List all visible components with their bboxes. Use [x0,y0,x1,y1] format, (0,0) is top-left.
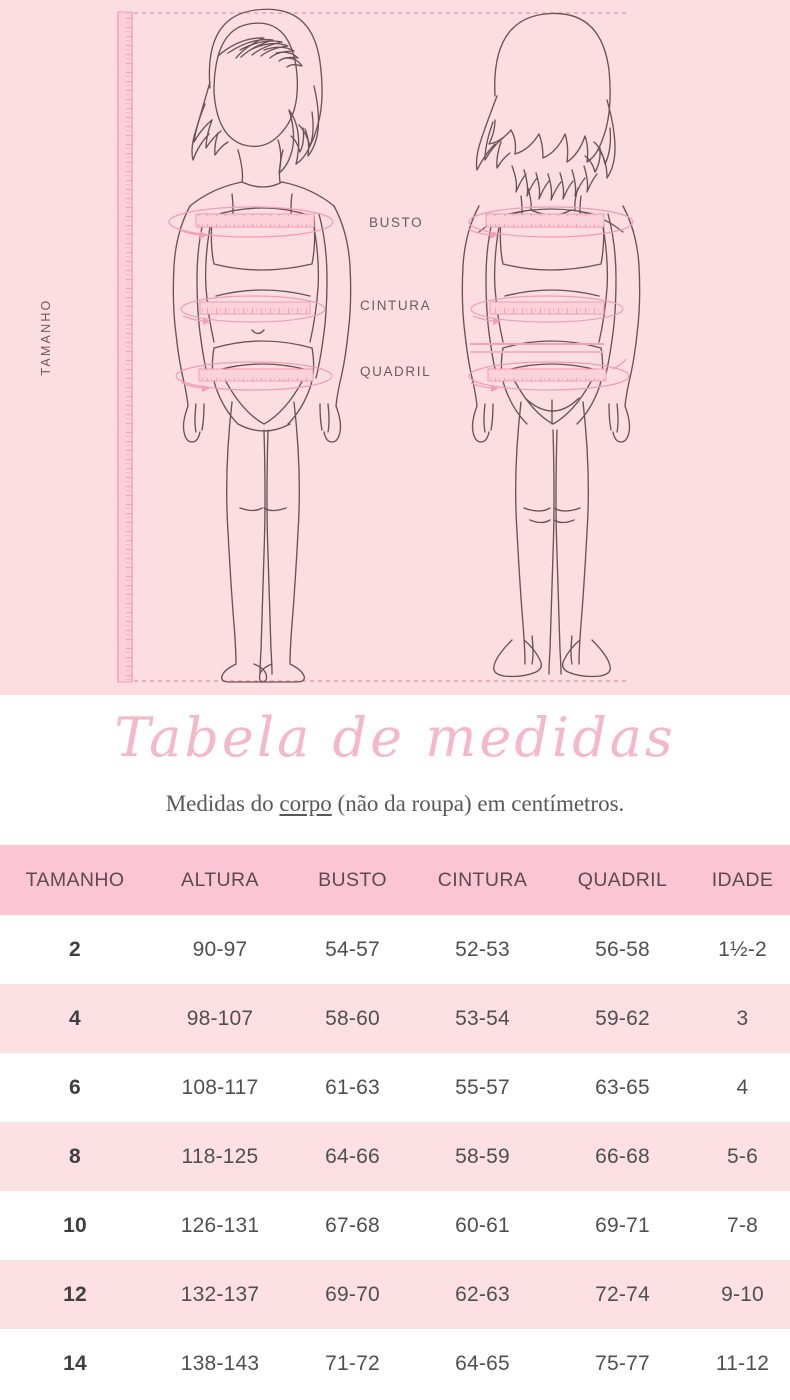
page-title: Tabela de medidas [114,706,676,769]
size-chart-table: TAMANHO ALTURA BUSTO CINTURA QUADRIL IDA… [0,845,790,1398]
back-waist-tape-icon [470,295,624,325]
cell-cintura: 55-57 [455,1075,510,1099]
col-header-tamanho: TAMANHO [0,845,150,915]
cell-idade: 11-12 [715,1351,770,1375]
label-tamanho-vertical: TAMANHO [39,298,53,376]
back-bust-tape-icon [467,206,634,239]
table-header-row: TAMANHO ALTURA BUSTO CINTURA QUADRIL IDA… [0,845,790,915]
illustration-panel: BUSTO CINTURA QUADRIL TAMANHO [0,0,790,695]
col-header-busto: BUSTO [290,845,415,915]
col-header-altura: ALTURA [150,845,290,915]
cell-tamanho: 4 [69,1006,81,1030]
table-row: 10 126-131 67-68 60-61 69-71 7-8 [0,1191,790,1260]
cell-idade: 1½-2 [718,937,767,961]
cell-idade: 9-10 [721,1282,764,1306]
cell-tamanho: 8 [69,1144,81,1168]
cell-busto: 64-66 [325,1144,380,1168]
cell-quadril: 66-68 [595,1144,650,1168]
table-row: 12 132-137 69-70 62-63 72-74 9-10 [0,1260,790,1329]
cell-busto: 69-70 [325,1282,380,1306]
col-header-idade: IDADE [695,845,790,915]
height-ruler-icon [117,11,133,683]
cell-tamanho: 12 [63,1282,87,1306]
cell-altura: 132-137 [180,1282,260,1306]
table-row: 4 98-107 58-60 53-54 59-62 3 [0,984,790,1053]
subtitle-underlined-word: corpo [279,791,332,816]
cell-quadril: 59-62 [595,1006,650,1030]
heading-block: Tabela de medidas Medidas do corpo (não … [0,695,790,845]
cell-cintura: 62-63 [455,1282,510,1306]
table-body: 2 90-97 54-57 52-53 56-58 1½-2 4 98-107 … [0,915,790,1398]
cell-tamanho: 14 [63,1351,87,1375]
front-bust-tape-icon [168,206,334,239]
cell-tamanho: 2 [69,937,81,961]
table-header: TAMANHO ALTURA BUSTO CINTURA QUADRIL IDA… [0,845,790,915]
cell-cintura: 64-65 [455,1351,510,1375]
cell-busto: 58-60 [325,1006,380,1030]
col-header-cintura: CINTURA [415,845,550,915]
cell-tamanho: 6 [69,1075,81,1099]
table-row: 14 138-143 71-72 64-65 75-77 11-12 [0,1329,790,1398]
cell-altura: 108-117 [181,1075,259,1099]
col-header-quadril: QUADRIL [550,845,695,915]
back-hip-tape-icon [468,358,630,392]
cell-quadril: 75-77 [595,1351,650,1375]
cell-altura: 126-131 [180,1213,260,1237]
cell-idade: 4 [736,1075,749,1099]
cell-quadril: 56-58 [595,937,650,961]
cell-cintura: 60-61 [455,1213,510,1237]
cell-altura: 118-125 [181,1144,259,1168]
girl-front-figure [172,8,352,683]
table-row: 8 118-125 64-66 58-59 66-68 5-6 [0,1122,790,1191]
cell-idade: 5-6 [727,1144,758,1168]
cell-altura: 98-107 [186,1006,254,1030]
subtitle-text-after: (não da roupa) em centímetros. [331,791,625,816]
cell-altura: 138-143 [180,1351,260,1375]
cell-busto: 54-57 [325,937,380,961]
cell-tamanho: 10 [63,1213,87,1237]
label-busto: BUSTO [369,215,424,230]
front-hip-tape-icon [175,361,333,392]
cell-quadril: 63-65 [595,1075,650,1099]
page-subtitle: Medidas do corpo (não da roupa) em centí… [0,791,790,817]
cell-busto: 71-72 [325,1351,380,1375]
subtitle-text-before: Medidas do [165,791,280,816]
cell-altura: 90-97 [192,937,248,961]
cell-quadril: 72-74 [595,1282,650,1306]
body-measurement-illustration [117,8,641,683]
cell-busto: 67-68 [325,1213,380,1237]
front-waist-tape-icon [180,295,326,325]
cell-cintura: 53-54 [455,1006,510,1030]
label-cintura: CINTURA [360,298,432,313]
cell-idade: 3 [736,1006,749,1030]
table-row: 6 108-117 61-63 55-57 63-65 4 [0,1053,790,1122]
cell-idade: 7-8 [727,1213,758,1237]
cell-busto: 61-63 [325,1075,380,1099]
cell-quadril: 69-71 [595,1213,650,1237]
cell-cintura: 58-59 [455,1144,510,1168]
label-quadril: QUADRIL [360,364,432,379]
table-row: 2 90-97 54-57 52-53 56-58 1½-2 [0,915,790,984]
cell-cintura: 52-53 [455,937,510,961]
